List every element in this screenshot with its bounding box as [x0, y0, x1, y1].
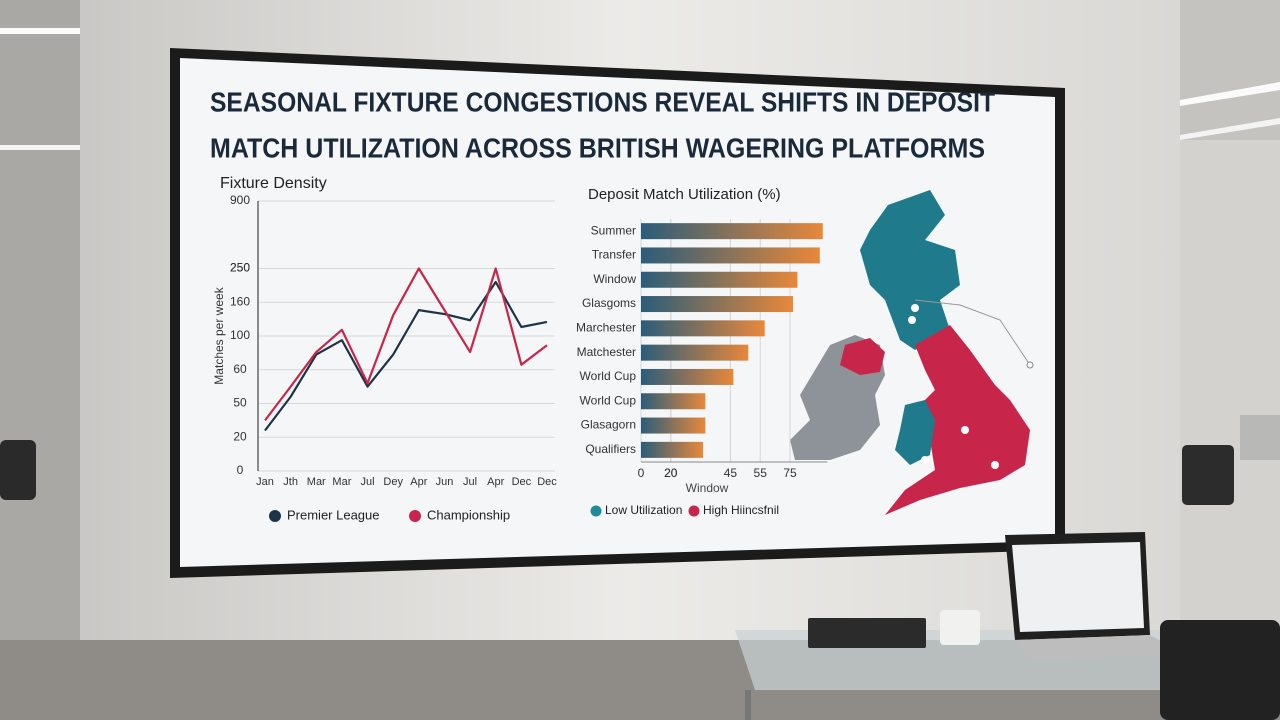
map-node	[911, 304, 919, 312]
books	[808, 618, 926, 648]
legend-label: Premier League	[287, 507, 380, 522]
bar-chart-title: Deposit Match Utilization (%)	[588, 186, 781, 203]
map-node	[921, 456, 929, 464]
bar	[641, 417, 706, 434]
y-tick-label: Glasagorn	[581, 418, 636, 432]
y-axis-label: Matches per week	[212, 286, 226, 384]
monitor	[1240, 415, 1280, 460]
legend-swatch	[688, 505, 700, 517]
x-tick-label: Apr	[487, 476, 504, 488]
y-tick-label: 50	[233, 396, 247, 410]
bar	[641, 344, 749, 361]
x-tick-label: Dec	[537, 476, 557, 488]
chair	[1182, 445, 1234, 505]
map	[790, 190, 1034, 515]
y-tick-label: World Cup	[580, 393, 637, 407]
y-tick-label: Qualifiers	[585, 442, 636, 456]
bar	[641, 441, 703, 458]
map-scotland	[860, 190, 960, 350]
map-wales	[895, 400, 935, 465]
desk-leg	[745, 690, 751, 720]
x-tick-label: Jth	[283, 476, 298, 488]
x-tick-label: 20	[664, 466, 678, 480]
y-tick-label: Summer	[591, 223, 636, 237]
bar	[641, 223, 823, 240]
ceiling-light	[0, 28, 80, 34]
y-tick-label: 250	[230, 261, 250, 275]
x-tick-label: 0	[638, 466, 645, 480]
bar	[641, 247, 820, 264]
y-tick-label: Transfer	[592, 248, 636, 262]
series-line	[264, 267, 548, 422]
y-tick-label: Matchester	[577, 345, 636, 359]
x-tick-label: 45	[724, 466, 738, 480]
bar	[641, 320, 765, 337]
x-tick-label: Jul	[463, 476, 477, 488]
ceiling-light	[1180, 82, 1280, 106]
y-tick-label: 0	[237, 463, 244, 477]
map-node	[961, 426, 969, 434]
line-chart-title: Fixture Density	[220, 175, 327, 192]
y-tick-label: 250	[230, 261, 250, 275]
ceiling-light	[1180, 118, 1280, 140]
x-tick-label: Mar	[332, 476, 351, 488]
x-tick-label: 55	[754, 466, 768, 480]
y-tick-label: Window	[593, 272, 636, 286]
y-tick-label: Glasgoms	[582, 296, 636, 310]
bar	[641, 296, 793, 313]
x-tick-label: Dec	[512, 476, 532, 488]
legend-swatch	[269, 510, 281, 522]
right-room	[1180, 140, 1280, 670]
legend-label: Low Utilization	[605, 503, 682, 517]
legend-swatch	[409, 510, 421, 522]
legend-label: Championship	[427, 507, 510, 522]
ceiling-light	[0, 145, 80, 150]
map-link	[914, 299, 1031, 366]
laptop-screen	[1012, 542, 1144, 632]
bar	[641, 271, 798, 288]
x-tick-label: 20	[664, 466, 678, 480]
x-axis-label: Window	[686, 481, 729, 495]
title-line: MATCH UTILIZATION ACROSS BRITISH WAGERIN…	[210, 132, 985, 163]
y-tick-label: 60	[233, 362, 247, 376]
map-northern-ireland	[840, 338, 885, 375]
y-tick-label: Marchester	[576, 321, 636, 335]
x-tick-label: Dey	[383, 476, 403, 488]
x-tick-label: Mar	[307, 476, 326, 488]
y-tick-label: 20	[233, 429, 247, 443]
x-tick-label: Jul	[361, 476, 375, 488]
laptop-base	[1015, 635, 1185, 660]
y-tick-label: 160	[230, 294, 250, 308]
left-wall	[0, 0, 80, 720]
map-node	[1026, 361, 1034, 369]
chair	[1160, 620, 1280, 720]
series-line	[264, 280, 548, 432]
map-node	[908, 316, 916, 324]
x-tick-label: 75	[783, 466, 797, 480]
y-tick-label: World Cup	[580, 369, 637, 383]
y-tick-label: 900	[230, 193, 250, 207]
x-tick-label: Jun	[436, 476, 454, 488]
legend-label: High Hiincsfnil	[703, 503, 779, 517]
bar	[641, 368, 734, 385]
x-tick-label: Apr	[410, 476, 427, 488]
title-line: SEASONAL FIXTURE CONGESTIONS REVEAL SHIF…	[210, 86, 995, 117]
legend-swatch	[590, 505, 602, 517]
bar	[641, 393, 706, 410]
y-tick-label: 100	[230, 328, 250, 342]
x-tick-label: Jan	[256, 476, 274, 488]
mug	[940, 610, 980, 645]
map-node	[991, 461, 999, 469]
chair	[0, 440, 36, 500]
